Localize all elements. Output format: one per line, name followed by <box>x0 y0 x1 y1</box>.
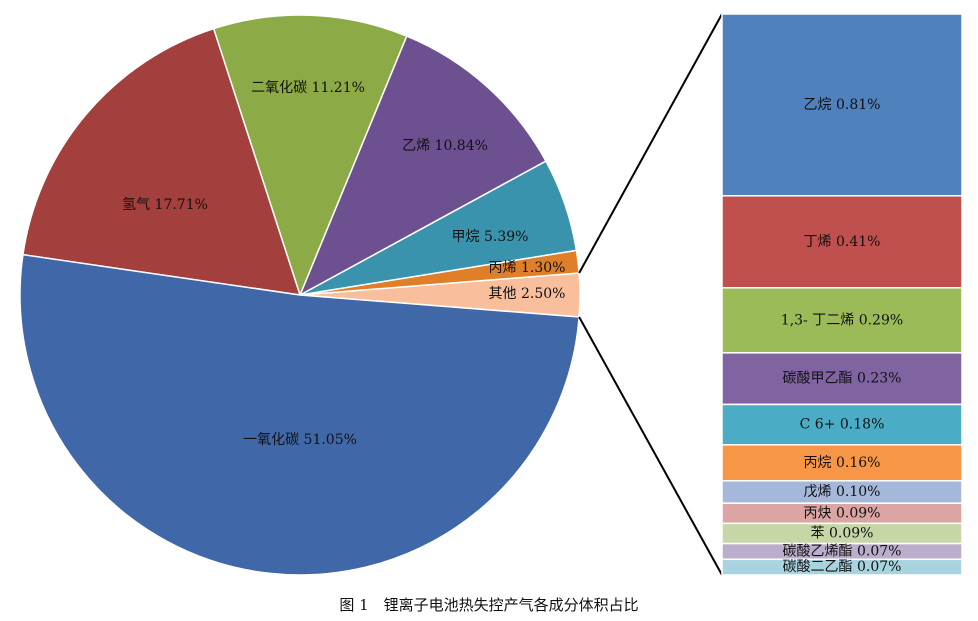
label-name: 乙烷 <box>804 97 832 113</box>
pie-slice <box>19 253 580 576</box>
data-label: 其他 2.50% <box>489 286 566 302</box>
connector <box>578 316 723 576</box>
label-name: 碳酸乙烯酯 <box>783 543 853 559</box>
label-value: 0.07% <box>857 559 901 575</box>
label-value: 5.39% <box>484 229 528 245</box>
connector <box>578 13 723 274</box>
label-name: 甲烷 <box>452 229 480 245</box>
label-name: 丙烷 <box>804 455 832 471</box>
label-value: 0.81% <box>836 97 880 113</box>
data-label: 丙炔 0.09% <box>804 505 881 521</box>
bar-segment <box>721 195 963 289</box>
label-name: C 6+ <box>800 417 836 433</box>
label-value: 0.16% <box>836 455 880 471</box>
data-label: 碳酸甲乙酯 0.23% <box>783 371 902 387</box>
data-label: 甲烷 5.39% <box>452 229 529 245</box>
pie-slice <box>22 27 302 296</box>
data-label: 丁烯 0.41% <box>804 234 881 250</box>
label-name: 碳酸二乙酯 <box>783 559 853 575</box>
data-label: 丙烷 0.16% <box>804 455 881 471</box>
label-value: 10.84% <box>435 138 488 154</box>
bar-segment <box>721 352 963 406</box>
label-value: 0.10% <box>836 484 880 500</box>
label-name: 二氧化碳 <box>251 80 307 96</box>
label-name: 丙烯 <box>489 260 517 276</box>
data-label: 一氧化碳 51.05% <box>243 432 357 448</box>
label-name: 苯 <box>811 524 825 541</box>
label-value: 0.23% <box>857 371 901 387</box>
bar-segment <box>721 287 963 354</box>
label-name: 丙炔 <box>804 505 832 521</box>
label-name: 戊烯 <box>804 484 832 500</box>
label-value: 17.71% <box>155 197 208 213</box>
data-label: C 6+ 0.18% <box>800 417 885 433</box>
label-value: 11.21% <box>312 80 365 96</box>
label-name: 乙烯 <box>402 138 430 154</box>
data-label: 碳酸乙烯酯 0.07% <box>783 543 902 559</box>
label-name: 一氧化碳 <box>243 432 299 448</box>
label-value: 51.05% <box>304 432 357 448</box>
chart-title: 图 1 锂离子电池热失控产气各成分体积占比 <box>339 596 638 614</box>
label-value: 0.18% <box>840 417 884 433</box>
label-value: 1.30% <box>521 260 565 276</box>
label-value: 0.41% <box>836 234 880 250</box>
bar-segment <box>721 558 963 576</box>
pie-slice <box>212 14 408 298</box>
label-value: 0.07% <box>857 543 901 559</box>
data-label: 二氧化碳 11.21% <box>251 80 365 96</box>
data-label: 戊烯 0.10% <box>804 484 881 500</box>
pie-slice <box>298 35 547 297</box>
data-label: 乙烯 10.84% <box>402 138 488 154</box>
label-name: 碳酸甲乙酯 <box>783 371 853 387</box>
label-name: 丁烯 <box>804 234 832 250</box>
data-label: 氢气 17.71% <box>122 197 208 213</box>
data-label: 1,3- 丁二烯 0.29% <box>781 312 903 328</box>
data-label: 苯 0.09% <box>811 524 874 541</box>
label-value: 0.09% <box>829 525 873 541</box>
pie <box>19 14 581 576</box>
data-label: 乙烷 0.81% <box>804 97 881 113</box>
label-value: 0.29% <box>859 312 903 328</box>
bar-segment <box>721 13 963 197</box>
label-name: 1,3- 丁二烯 <box>781 312 854 328</box>
label-value: 2.50% <box>521 286 565 302</box>
label-name: 氢气 <box>122 197 150 213</box>
data-label: 碳酸二乙酯 0.07% <box>783 559 902 575</box>
label-value: 0.09% <box>836 505 880 521</box>
data-label: 丙烯 1.30% <box>489 260 566 276</box>
label-name: 其他 <box>489 286 517 302</box>
